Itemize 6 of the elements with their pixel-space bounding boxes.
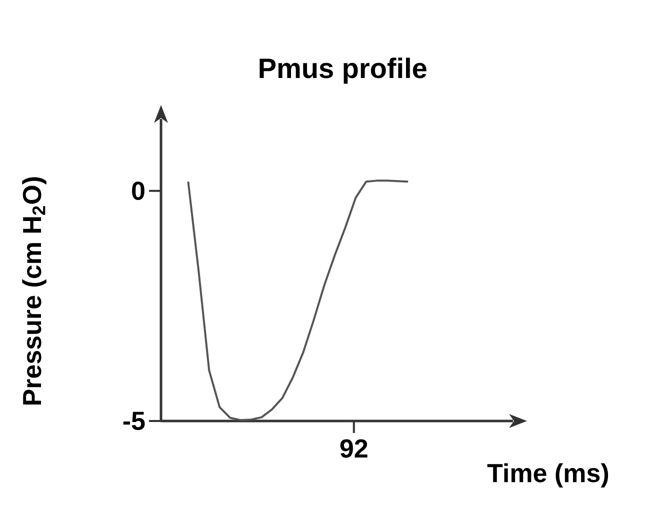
y-tick-label: -5 [123, 412, 145, 430]
y-axis-title: Pressure (cm H$_{2}$O) [22, 177, 46, 405]
y-tick-label: 0 [132, 182, 144, 200]
chart-title: Pmus profile [260, 58, 426, 84]
text: 92 [340, 439, 368, 458]
x-axis-title: Time (ms) [487, 463, 608, 488]
